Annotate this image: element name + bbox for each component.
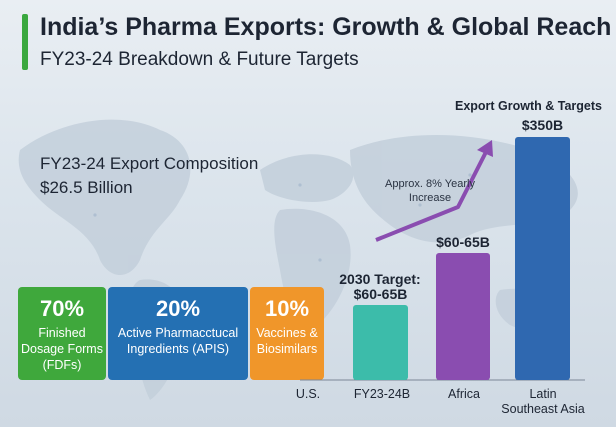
bar — [436, 253, 490, 380]
segment-percent: 20% — [155, 296, 201, 321]
bar-value-label: $60-65B — [436, 234, 490, 250]
category-label: U.S. — [295, 387, 321, 401]
page-subtitle: FY23-24 Breakdown & Future Targets — [40, 49, 359, 70]
bar — [353, 305, 408, 380]
category-label: FY23-24B — [353, 387, 411, 401]
trend-arrow-head — [477, 140, 493, 157]
target-annotation: 2030 Target: — [339, 271, 421, 287]
category-label: Africa — [448, 387, 480, 401]
composition-segment-vaccines: 10% Vaccines & Biosimilars — [250, 287, 324, 380]
segment-percent: 10% — [264, 296, 310, 321]
trend-arrow-line — [375, 149, 489, 242]
title-accent-bar — [22, 14, 28, 70]
segment-label: Vaccines & Biosimilars — [256, 326, 318, 356]
composition-title: FY23-24 Export Composition — [40, 154, 259, 173]
bar — [515, 137, 570, 380]
chart-title: Export Growth & Targets — [455, 99, 603, 113]
composition-segment-api: 20% Active Pharmacctucal Ingredients (AP… — [108, 287, 248, 380]
trend-annotation: Approx. 8% Yearly Increase — [385, 178, 475, 204]
segment-label: Finished Dosage Forms (FDFs) — [21, 326, 103, 372]
category-label: Latin Southeast Asia — [501, 387, 585, 416]
composition-segment-fdf: 70% Finished Dosage Forms (FDFs) — [18, 287, 106, 380]
bar-value-label: $350B — [521, 117, 564, 133]
composition-total: $26.5 Billion — [40, 178, 133, 197]
bar-value-label: $60-65B — [353, 286, 408, 302]
composition-heading: FY23-24 Export Composition $26.5 Billion — [40, 152, 258, 200]
page-title: India’s Pharma Exports: Growth & Global … — [40, 13, 612, 41]
segment-percent: 70% — [39, 296, 85, 321]
segment-label: Active Pharmacctucal Ingredients (APIS) — [117, 326, 239, 356]
